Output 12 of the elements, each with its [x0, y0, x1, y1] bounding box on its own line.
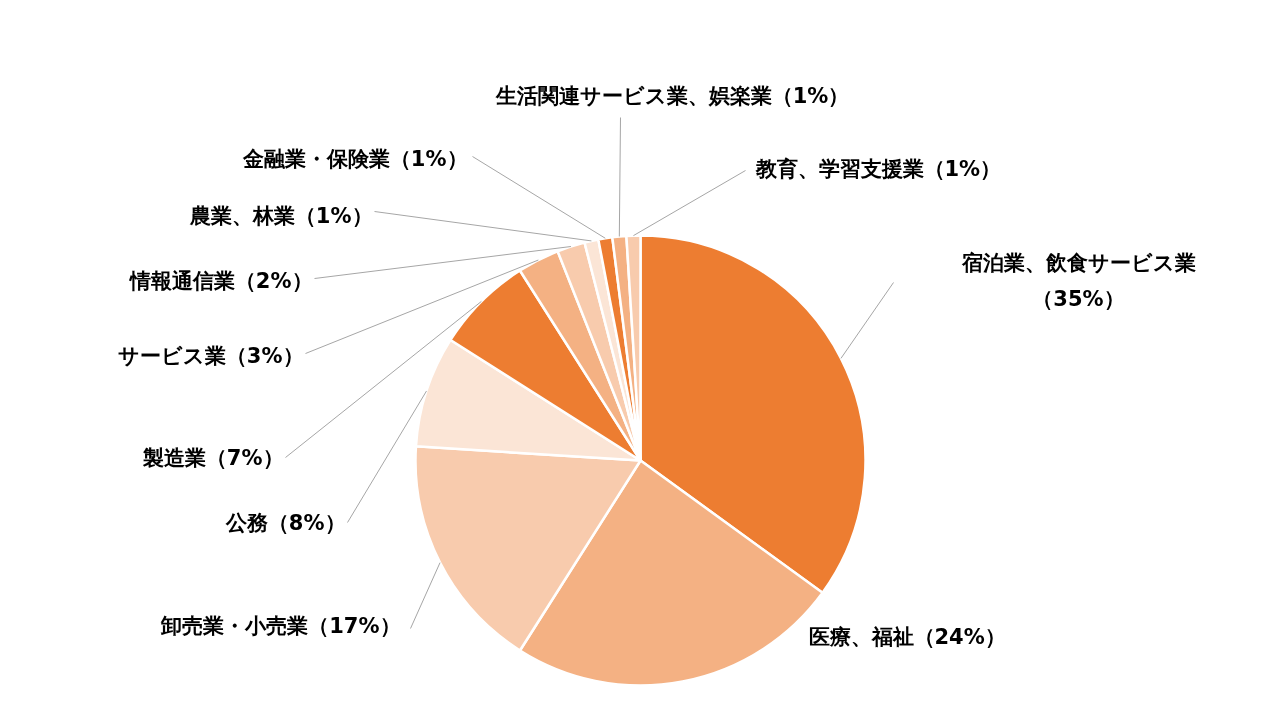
slice-label: 情報通信業（2%）: [127, 268, 313, 293]
slice-label: 製造業（7%）: [141, 445, 284, 470]
data-label: （35%）: [1032, 286, 1125, 311]
slice-label: 教育、学習支援業（1%）: [754, 156, 1002, 181]
slice-label: 医療、福祉（24%）: [808, 624, 1006, 649]
slice-label: 農業、林業（1%）: [188, 203, 373, 228]
slice-label: 宿泊業、飲食サービス業: [960, 250, 1196, 275]
slice-label: 生活関連サービス業、娯楽業（1%）: [494, 83, 850, 108]
slice-label: 金融業・保険業（1%）: [241, 146, 468, 171]
slice-label: 公務（8%）: [224, 510, 346, 535]
slice-label: 卸売業・小売業（17%）: [160, 613, 401, 638]
slice-label: サービス業（3%）: [117, 343, 304, 368]
